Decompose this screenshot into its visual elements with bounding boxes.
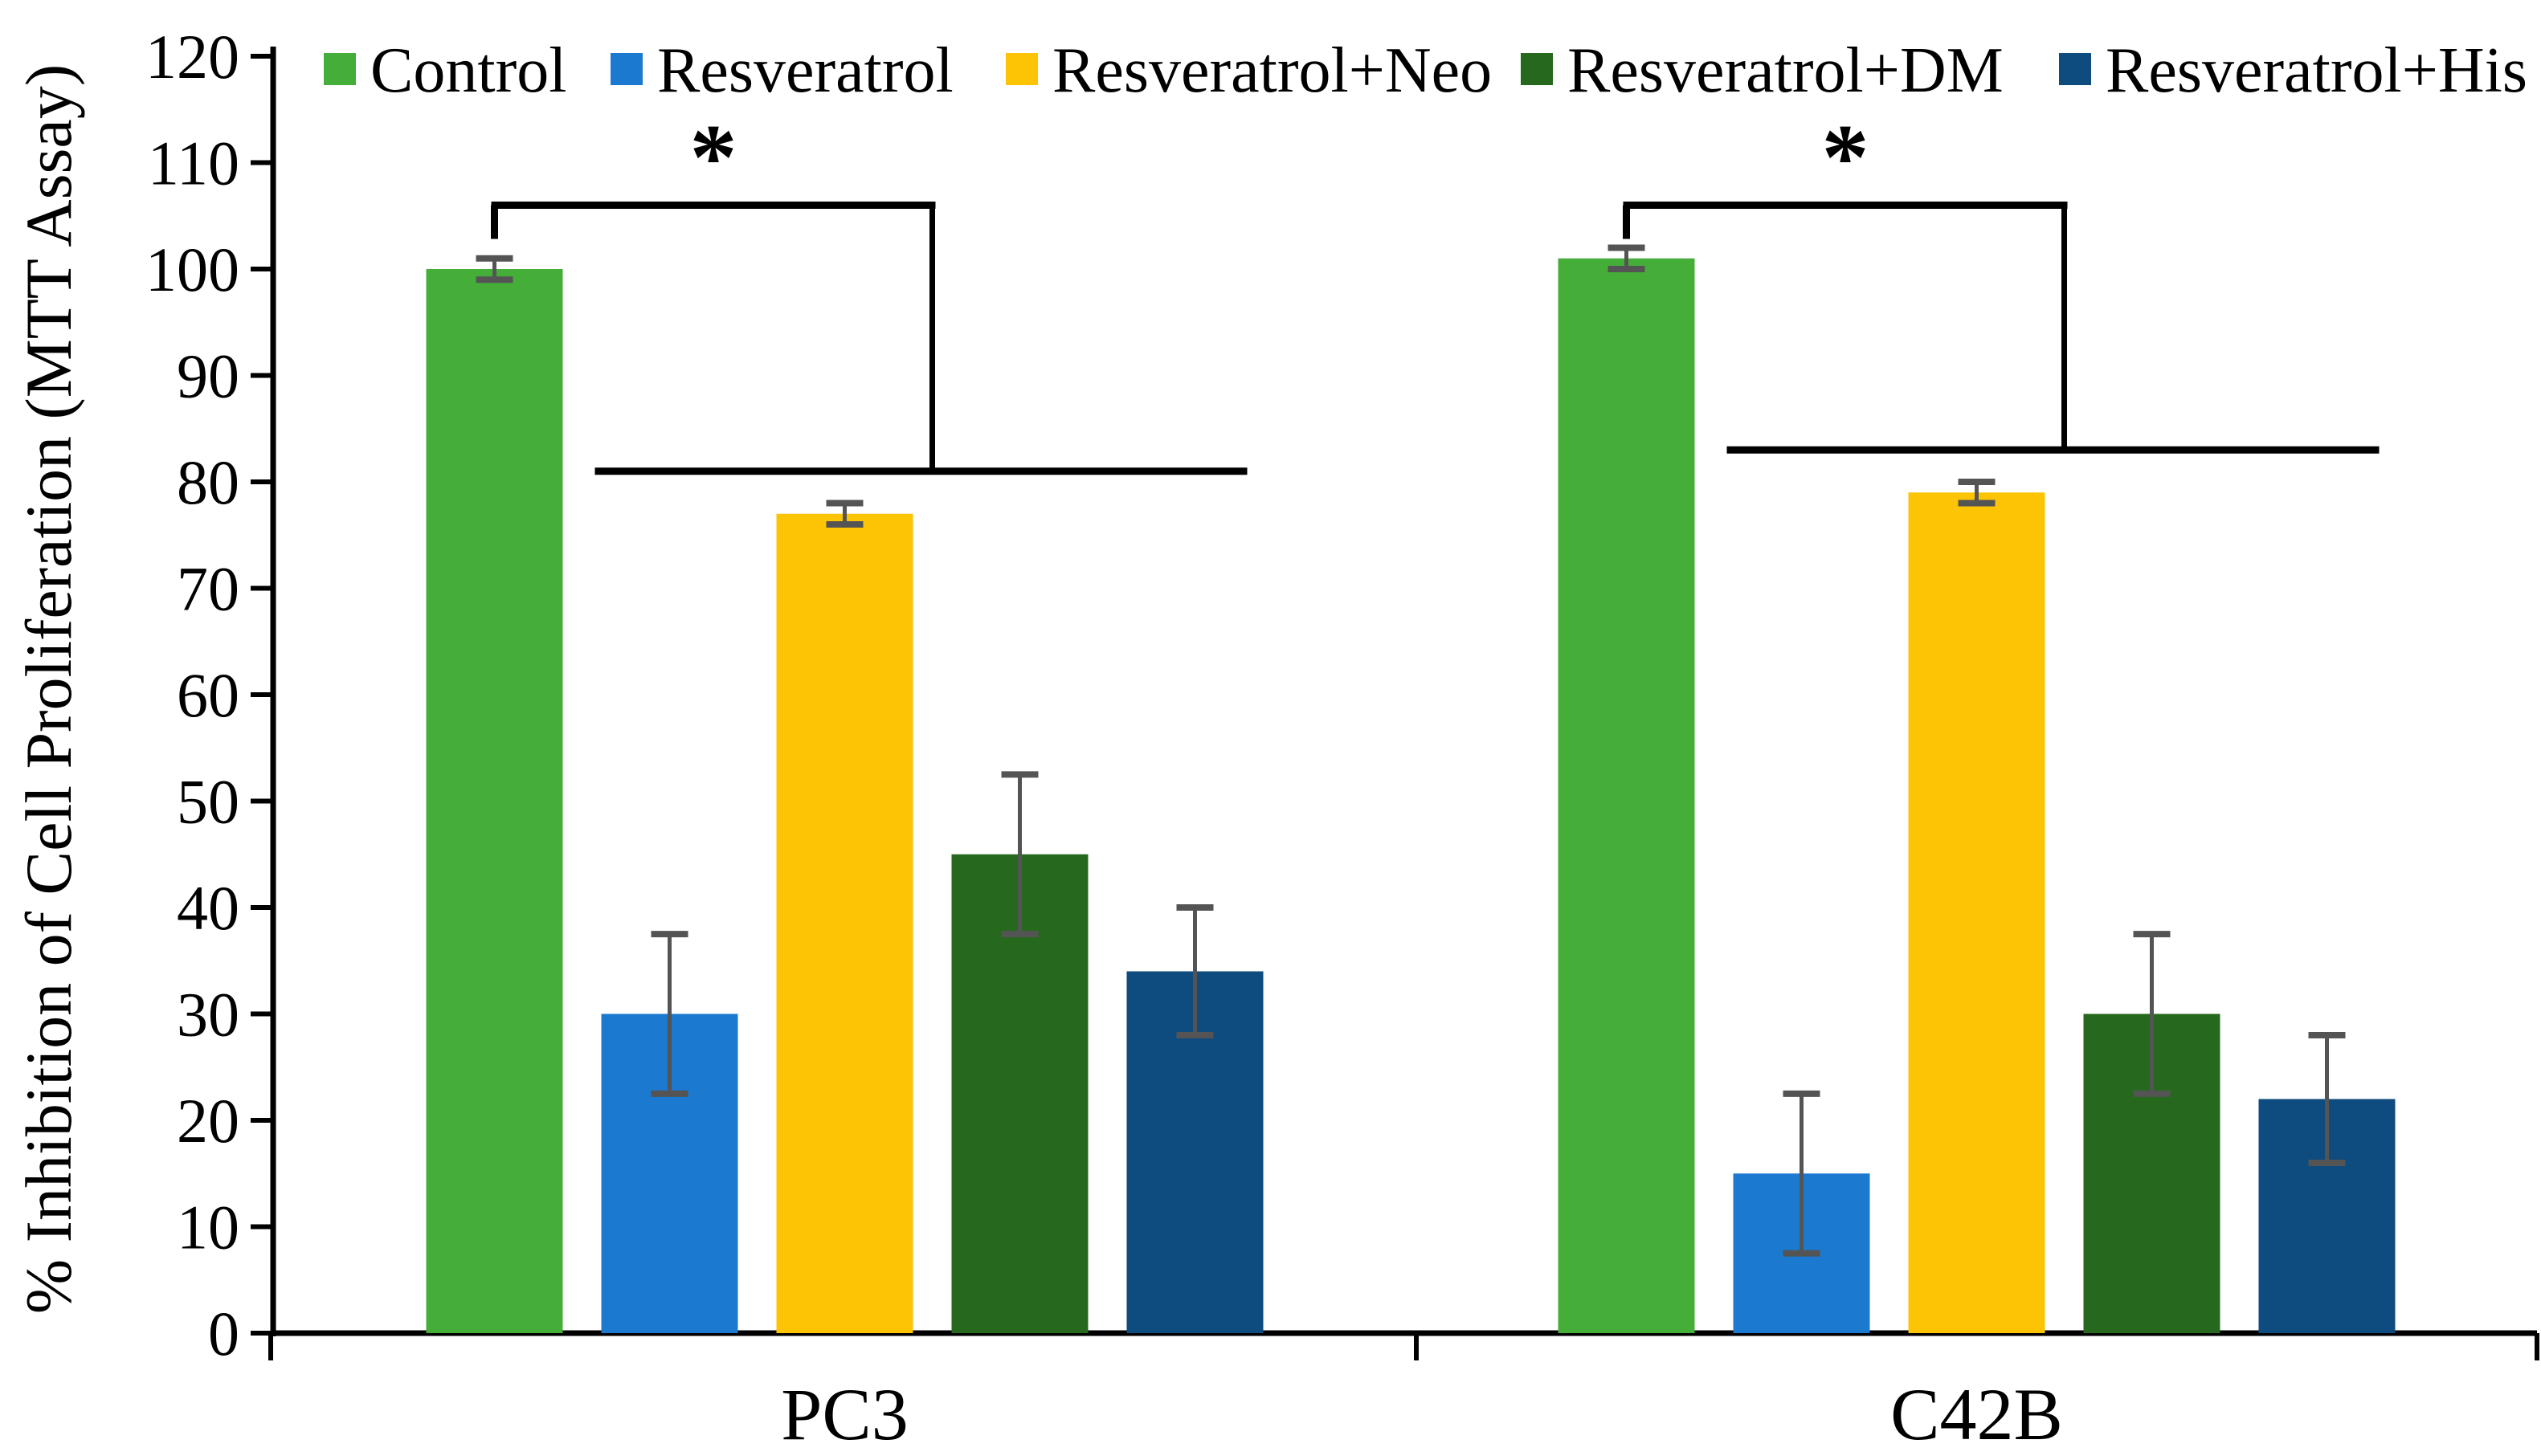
significance-asterisk: * [1822,105,1869,210]
y-tick-label: 20 [177,1086,239,1156]
y-tick-label: 60 [177,660,239,730]
chart-generated-content: 0 10 20 30 40 50 60 70 80 90 100 110 120 PC3 C42B * * Con… [145,22,2539,1455]
category-label-pc3: PC3 [781,1373,909,1452]
y-tick-label: 110 [148,128,239,198]
y-tick-label: 80 [177,447,239,517]
legend-label-resveratrol-neo: Resveratrol+Neo [1052,35,1492,106]
legend-label-control: Control [370,35,566,106]
bar-resveratrol-neo-c42b [1908,492,2045,1333]
legend-label-resveratrol-his: Resveratrol+His [2106,35,2527,106]
y-tick-label: 120 [145,22,239,92]
category-label-c42b: C42B [1890,1373,2063,1452]
y-tick-label: 90 [177,341,239,411]
bar-control-pc3 [426,269,563,1333]
y-tick-label: 100 [145,235,239,304]
y-axis-title: % Inhibition of Cell Proliferation (MTT … [12,64,85,1314]
legend-label-resveratrol-dm: Resveratrol+DM [1567,35,2004,106]
legend-swatch-icon-resveratrol [611,53,643,85]
bar-resveratrol-neo-pc3 [776,513,913,1333]
legend-label-resveratrol: Resveratrol [657,35,954,106]
y-tick-label: 30 [177,980,239,1050]
legend-swatch-icon-resveratrol-his [2059,53,2091,85]
legend-swatch-icon-resveratrol-neo [1006,53,1038,85]
legend-swatch-icon-control [324,53,356,85]
y-tick-label: 50 [177,767,239,837]
bar-control-c42b [1558,258,1695,1333]
significance-asterisk: * [690,105,737,210]
y-tick-label: 10 [177,1193,239,1262]
legend-swatch-icon-resveratrol-dm [1521,53,1553,85]
y-tick-label: 0 [208,1299,239,1368]
y-tick-label: 70 [177,554,239,624]
y-tick-label: 40 [177,873,239,943]
